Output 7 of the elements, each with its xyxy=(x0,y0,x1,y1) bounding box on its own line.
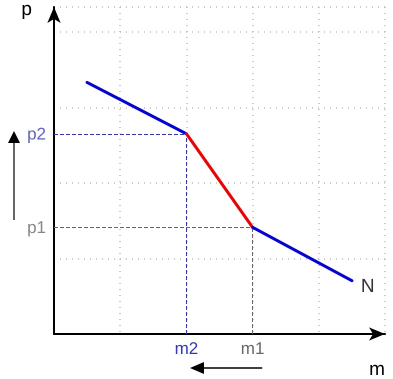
annotation: N xyxy=(360,276,375,298)
x-tick-label: m1 xyxy=(240,339,264,358)
y-axis-title: p xyxy=(21,0,32,20)
x-axis-title: m xyxy=(369,359,385,379)
ref-line-label: p2 xyxy=(27,124,46,144)
x-tick-label: m2 xyxy=(174,339,198,358)
ref-line-label: p1 xyxy=(27,218,46,237)
